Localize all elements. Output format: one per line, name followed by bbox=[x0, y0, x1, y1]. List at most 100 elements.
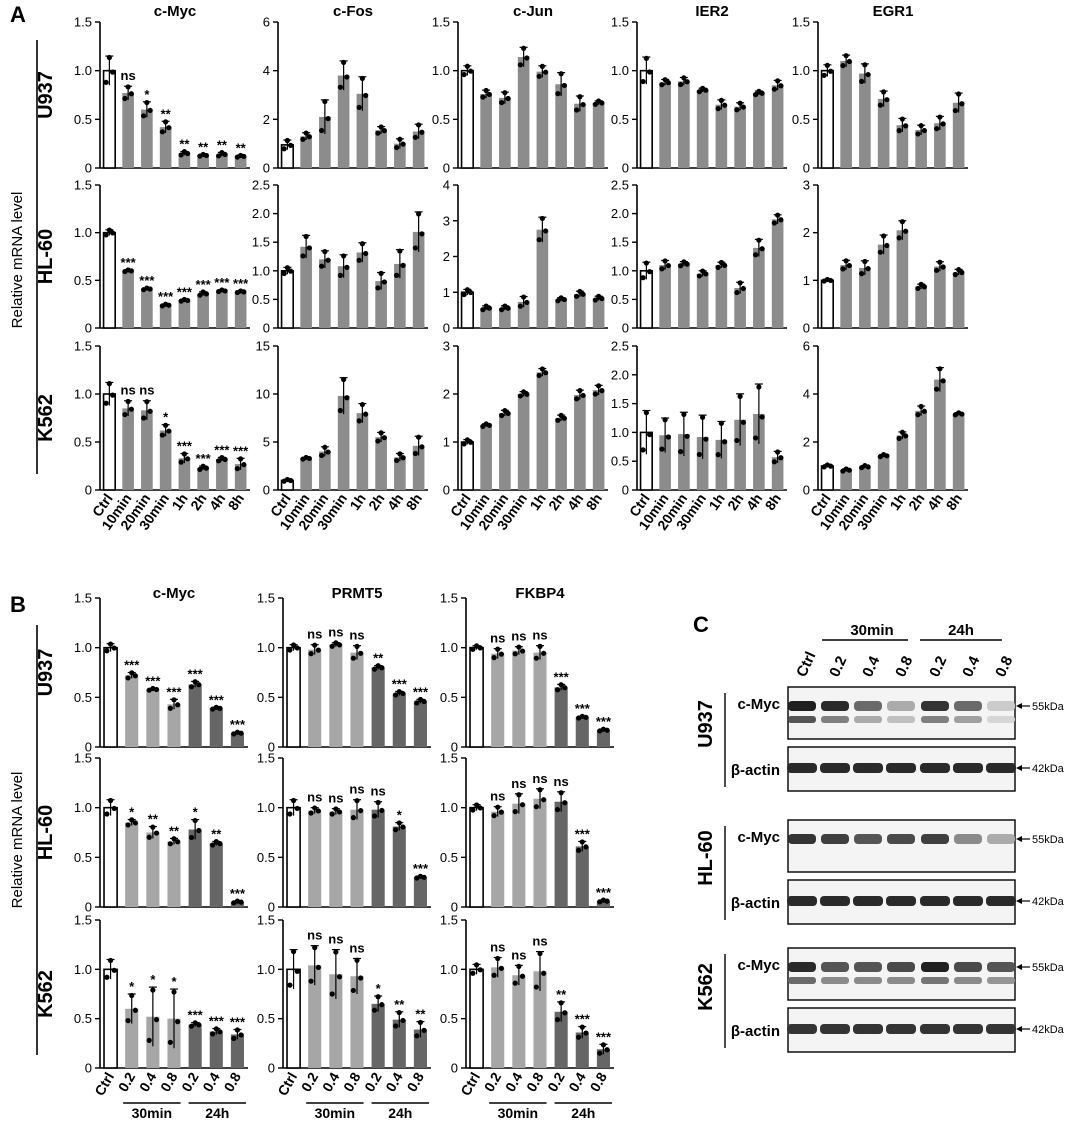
blot-band bbox=[821, 834, 849, 844]
blot-band bbox=[920, 896, 950, 906]
data-point bbox=[371, 666, 378, 672]
data-point bbox=[884, 453, 890, 459]
bar bbox=[596, 901, 610, 907]
data-point bbox=[684, 433, 690, 439]
blot-band bbox=[887, 962, 915, 972]
y-tick-label: 1.5 bbox=[74, 751, 92, 766]
data-point bbox=[771, 86, 777, 92]
bar bbox=[394, 263, 406, 328]
data-point bbox=[375, 438, 381, 444]
bar bbox=[753, 247, 765, 328]
data-point bbox=[678, 263, 684, 269]
data-point bbox=[412, 450, 418, 457]
data-point bbox=[203, 152, 209, 159]
bar bbox=[753, 413, 765, 490]
data-point bbox=[877, 102, 883, 108]
blot-band bbox=[954, 962, 982, 972]
data-point bbox=[574, 293, 580, 299]
bar bbox=[859, 267, 871, 328]
bar bbox=[517, 301, 530, 328]
y-tick-label: 0 bbox=[85, 900, 92, 915]
data-point bbox=[216, 153, 222, 159]
data-point bbox=[412, 245, 418, 251]
data-point bbox=[659, 266, 665, 272]
bar bbox=[696, 90, 709, 168]
significance-label: *** bbox=[596, 714, 612, 729]
data-point bbox=[358, 975, 364, 981]
blot-group bbox=[787, 947, 1016, 1053]
blot-group bbox=[787, 686, 1016, 792]
data-point bbox=[397, 136, 403, 142]
bar bbox=[771, 457, 784, 490]
data-point bbox=[356, 257, 362, 263]
significance-label: ** bbox=[394, 997, 405, 1012]
bar bbox=[167, 704, 181, 747]
significance-label: ns bbox=[490, 789, 505, 804]
data-point bbox=[419, 129, 425, 135]
bar bbox=[412, 445, 425, 490]
data-point bbox=[539, 215, 545, 222]
bar bbox=[329, 811, 343, 907]
bar bbox=[678, 434, 690, 490]
blot-row-label: HL-60 bbox=[695, 830, 717, 886]
bar bbox=[178, 300, 191, 328]
significance-label: *** bbox=[188, 666, 204, 681]
marker-label: 42kDa bbox=[1032, 763, 1065, 775]
significance-label: ns bbox=[490, 939, 505, 954]
data-point bbox=[394, 457, 400, 464]
data-point bbox=[171, 989, 177, 995]
bar bbox=[574, 294, 586, 328]
data-point bbox=[354, 957, 360, 963]
bar bbox=[915, 410, 927, 490]
data-point bbox=[196, 827, 202, 834]
blot-band bbox=[854, 701, 882, 711]
data-point bbox=[400, 1017, 406, 1024]
significance-label: * bbox=[376, 981, 382, 996]
bar bbox=[574, 394, 586, 490]
bar bbox=[533, 652, 547, 747]
data-point bbox=[659, 446, 665, 452]
significance-label: *** bbox=[233, 443, 249, 458]
y-tick-label: 0.5 bbox=[74, 112, 92, 127]
y-tick-label: 0 bbox=[451, 740, 458, 755]
blot-band bbox=[820, 763, 850, 773]
data-point bbox=[696, 451, 702, 458]
bar bbox=[413, 877, 427, 907]
marker-label: 55kDa bbox=[1032, 834, 1065, 846]
data-point bbox=[150, 824, 156, 830]
data-point bbox=[665, 80, 671, 86]
bar bbox=[178, 153, 191, 168]
data-point bbox=[288, 477, 294, 484]
y-tick-label: 1.0 bbox=[792, 63, 810, 78]
significance-label: ** bbox=[556, 987, 567, 1002]
data-point bbox=[421, 1027, 427, 1033]
data-point bbox=[397, 248, 403, 254]
bar bbox=[125, 822, 139, 907]
data-point bbox=[125, 398, 131, 405]
data-point bbox=[576, 1034, 582, 1040]
data-point bbox=[480, 307, 486, 313]
y-tick-label: 4 bbox=[803, 387, 810, 402]
y-tick-label: 1.0 bbox=[74, 640, 92, 655]
bar bbox=[337, 75, 350, 168]
bar bbox=[491, 967, 505, 1068]
data-point bbox=[543, 228, 549, 234]
data-point bbox=[175, 839, 181, 845]
bar bbox=[356, 252, 369, 328]
data-point bbox=[473, 962, 480, 968]
data-point bbox=[737, 100, 743, 106]
data-point bbox=[222, 151, 228, 158]
panel-a-row-label: U937 bbox=[35, 71, 57, 119]
bar bbox=[480, 425, 492, 490]
y-tick-label: 1.5 bbox=[792, 15, 810, 30]
data-point bbox=[541, 797, 547, 803]
bar bbox=[371, 1003, 385, 1068]
data-point bbox=[461, 291, 467, 298]
data-point bbox=[217, 1029, 223, 1035]
y-tick-label: 1.5 bbox=[257, 751, 275, 766]
data-point bbox=[203, 465, 209, 471]
bar bbox=[512, 975, 526, 1068]
significance-label: *** bbox=[230, 717, 246, 732]
data-point bbox=[238, 456, 244, 462]
